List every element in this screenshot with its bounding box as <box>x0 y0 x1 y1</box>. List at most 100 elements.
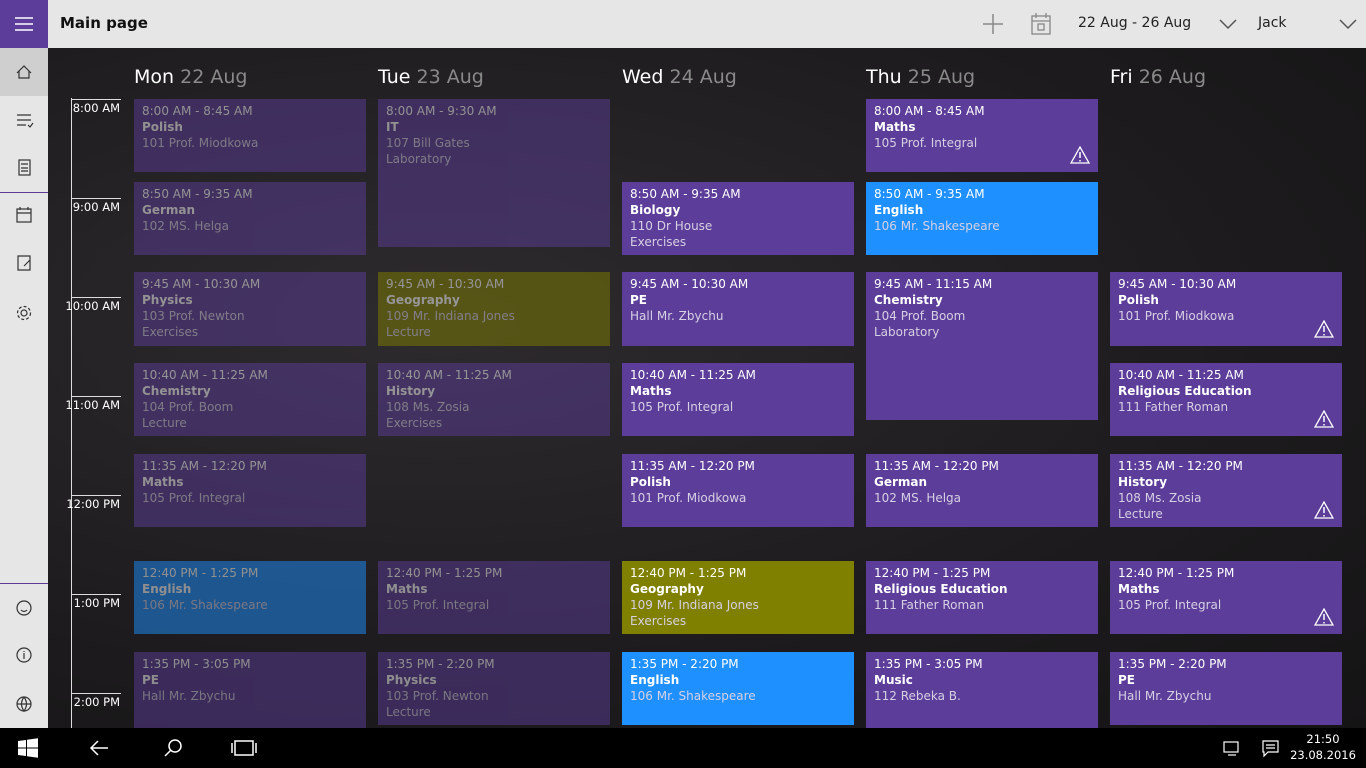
lesson-room: 105 Prof. Integral <box>874 136 978 150</box>
calendar-button[interactable] <box>1030 12 1052 36</box>
lesson[interactable]: 11:35 AM - 12:20 PM Polish 101 Prof. Miodk… <box>622 453 854 527</box>
lesson-room: 104 Prof. Boom <box>142 400 234 414</box>
lesson-room: 103 Prof. Newton <box>142 309 245 324</box>
search-button[interactable] <box>168 739 182 753</box>
lesson[interactable]: 9:45 AM - 10:30 AM PE Hall Mr. Zbychu <box>622 272 854 346</box>
hour-tick <box>71 297 121 298</box>
lesson-time: 10:40 AM - 11:25 AM <box>630 368 756 382</box>
sidebar-icons <box>0 48 48 713</box>
back-button[interactable] <box>89 740 108 756</box>
day-name: Mon <box>134 66 175 88</box>
lesson[interactable]: 10:40 AM - 11:25 AM Religious Education 11… <box>1110 363 1342 437</box>
lesson-room: 109 Mr. Indiana Jones <box>386 309 515 324</box>
lesson[interactable]: 1:35 PM - 3:05 PM Music 112 Rebeka B. <box>866 651 1098 728</box>
lesson-time: 8:00 AM - 8:45 AM <box>142 104 253 118</box>
lesson-time: 1:35 PM - 2:20 PM <box>386 656 495 671</box>
day-header: Wed 24 Aug <box>622 66 737 88</box>
lesson-time: 11:35 AM - 12:20 PM <box>630 458 755 473</box>
lesson-room: 108 Ms. Zosia <box>1118 490 1202 505</box>
list-icon[interactable] <box>17 114 34 128</box>
lesson[interactable]: 8:00 AM - 8:45 AM Maths 105 Prof. Integral <box>866 99 1098 173</box>
task-view-button[interactable] <box>234 740 254 756</box>
user-name[interactable]: Jack <box>1258 15 1287 31</box>
lesson-subject: German <box>142 202 196 217</box>
lesson-time: 9:45 AM - 10:30 AM <box>386 277 505 292</box>
lesson[interactable]: 12:40 PM - 1:25 PM Maths 105 Prof. Integra… <box>378 561 610 635</box>
lesson[interactable]: 1:35 PM - 2:20 PM Physics 103 Prof. Newton… <box>378 651 610 725</box>
chevron[interactable] <box>1338 16 1358 32</box>
notification-icon[interactable] <box>1262 740 1279 758</box>
taskbar: 21:50 23.08.2016 <box>0 728 1366 768</box>
chevron[interactable] <box>1218 16 1238 32</box>
lesson[interactable]: 10:40 AM - 11:25 AM Maths 105 Prof. Integr… <box>622 363 854 437</box>
warning-icon <box>1314 608 1334 626</box>
menu-button[interactable] <box>0 0 48 48</box>
lesson[interactable]: 12:40 PM - 1:25 PM Religious Education 111… <box>866 561 1098 635</box>
day-date: 26 Aug <box>1138 66 1207 88</box>
lesson[interactable]: 12:40 PM - 1:25 PM Maths 105 Prof. Integra… <box>1110 561 1342 635</box>
time-label: 11:00 AM <box>65 398 120 412</box>
lesson-subject: Chemistry <box>874 293 943 308</box>
calendar-icon[interactable] <box>16 208 32 223</box>
lesson[interactable]: 8:00 AM - 9:30 AM IT 107 Bill Gates Laborat… <box>378 99 610 247</box>
hamburger-icon <box>15 17 33 31</box>
lesson[interactable]: 12:40 PM - 1:25 PM Geography 109 Mr. India… <box>622 561 854 635</box>
lesson-time: 10:40 AM - 11:25 AM <box>142 368 268 382</box>
lesson-time: 12:40 PM - 1:25 PM <box>386 566 503 580</box>
feedback-icon[interactable] <box>16 600 32 616</box>
lesson[interactable]: 11:35 AM - 12:20 PM History 108 Ms. Zosia L… <box>1110 453 1342 527</box>
lesson-subject: Religious Education <box>874 582 1008 596</box>
lesson[interactable]: 9:45 AM - 11:15 AM Chemistry 104 Prof. Boo… <box>866 272 1098 420</box>
lesson[interactable]: 1:35 PM - 3:05 PM PE Hall Mr. Zbychu <box>134 651 366 728</box>
home-icon[interactable] <box>16 65 32 79</box>
hour-tick <box>71 693 121 694</box>
calculator-icon[interactable] <box>18 159 31 176</box>
lesson-room: 105 Prof. Integral <box>142 490 246 505</box>
lesson-time: 10:40 AM - 11:25 AM <box>386 368 512 382</box>
lesson-time: 8:50 AM - 9:35 AM <box>630 186 741 201</box>
lesson-room: 111 Father Roman <box>874 598 985 612</box>
lesson-subject: Religious Education <box>1118 384 1252 398</box>
lesson-subject: Maths <box>386 582 428 596</box>
lesson-subject: Music <box>874 672 913 687</box>
lesson-time: 11:35 AM - 12:20 PM <box>1118 458 1243 473</box>
lesson-subject: German <box>874 474 928 489</box>
lesson-room: 110 Dr House <box>630 218 713 233</box>
lesson[interactable]: 8:00 AM - 8:45 AM Polish 101 Prof. Miodkow… <box>134 99 366 173</box>
info-icon[interactable] <box>16 647 32 663</box>
lesson[interactable]: 1:35 PM - 2:20 PM English 106 Mr. Shakespe… <box>622 651 854 725</box>
time-axis <box>71 98 72 728</box>
lesson[interactable]: 9:45 AM - 10:30 AM Polish 101 Prof. Miodko… <box>1110 272 1342 346</box>
lesson[interactable]: 11:35 AM - 12:20 PM German 102 MS. Helga <box>866 453 1098 527</box>
settings-icon[interactable] <box>20 309 28 317</box>
network-icon[interactable] <box>1223 741 1239 753</box>
tray-icons <box>1223 740 1279 758</box>
start-button[interactable] <box>18 738 38 758</box>
page-title: Main page <box>60 14 148 32</box>
lesson[interactable]: 8:50 AM - 9:35 AM Biology 110 Dr House Exer… <box>622 181 854 255</box>
lesson[interactable]: 11:35 AM - 12:20 PM Maths 105 Prof. Integr… <box>134 453 366 527</box>
lesson[interactable]: 10:40 AM - 11:25 AM History 108 Ms. Zosia E… <box>378 363 610 437</box>
add-button[interactable] <box>980 11 1006 37</box>
lesson[interactable]: 8:50 AM - 9:35 AM English 106 Mr. Shakespe… <box>866 181 1098 255</box>
selected-item[interactable] <box>0 48 48 96</box>
lesson[interactable]: 1:35 PM - 2:20 PM PE Hall Mr. Zbychu <box>1110 651 1342 725</box>
lesson[interactable]: 10:40 AM - 11:25 AM Chemistry 104 Prof. Bo… <box>134 363 366 437</box>
lesson[interactable]: 9:45 AM - 10:30 AM Physics 103 Prof. Newto… <box>134 272 366 346</box>
warning-icon <box>1070 146 1090 164</box>
warning-icon <box>1314 410 1334 428</box>
day-header: Tue 23 Aug <box>378 66 484 88</box>
lesson[interactable]: 8:50 AM - 9:35 AM German 102 MS. Helga <box>134 181 366 255</box>
lesson-subject: Polish <box>630 474 671 489</box>
lesson-kind: Laboratory <box>874 325 940 340</box>
clock-time[interactable]: 21:50 <box>1306 732 1340 746</box>
clock-date[interactable]: 23.08.2016 <box>1290 748 1356 762</box>
lesson[interactable]: 9:45 AM - 10:30 AM Geography 109 Mr. India… <box>378 272 610 346</box>
lesson[interactable]: 12:40 PM - 1:25 PM English 106 Mr. Shakesp… <box>134 561 366 635</box>
lesson-subject: History <box>1118 474 1168 489</box>
date-range[interactable]: 22 Aug - 26 Aug <box>1078 15 1192 31</box>
edit-icon[interactable] <box>17 255 31 271</box>
lesson-subject: Maths <box>142 474 184 489</box>
lesson-time: 11:35 AM - 12:20 PM <box>142 458 267 473</box>
